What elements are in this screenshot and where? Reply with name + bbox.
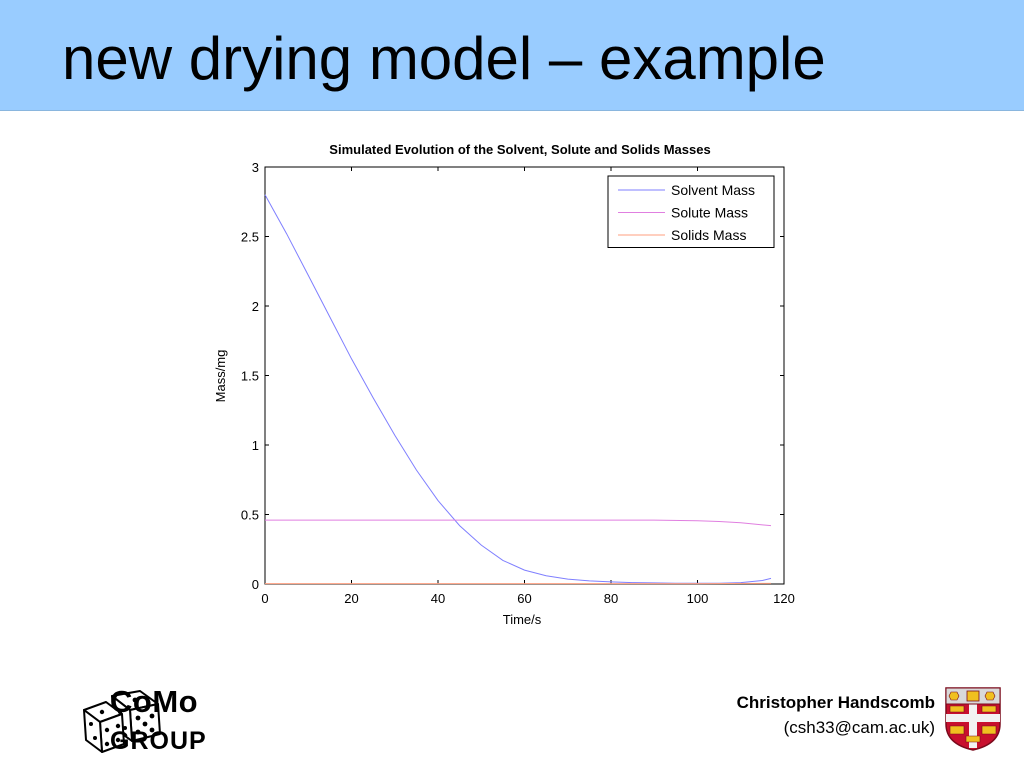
y-tick-label: 2.5: [241, 230, 259, 245]
y-tick-label: 2: [252, 299, 259, 314]
university-crest-icon: [945, 687, 1001, 751]
chart-title: Simulated Evolution of the Solvent, Solu…: [329, 142, 710, 157]
legend-label: Solids Mass: [671, 227, 746, 243]
legend-box: [607, 175, 775, 248]
legend: Solvent Mass Solute Mass Solids Mass: [607, 175, 775, 248]
y-tick-label: 1: [252, 438, 259, 453]
x-tick-label: 40: [431, 591, 445, 606]
series-lines: [264, 194, 772, 585]
ticks: 0 20 40 60 80 100 120 0 0.5 1 1.5 2 2.5 3: [241, 160, 795, 606]
slide-title: new drying model – example: [62, 25, 826, 92]
y-axis-label: Mass/mg: [213, 350, 228, 403]
y-tick-label: 0.5: [241, 508, 259, 523]
x-tick-label: 0: [261, 591, 268, 606]
logo-text-como: CoMo: [110, 684, 199, 719]
x-tick-label: 100: [687, 591, 709, 606]
author-email: (csh33@cam.ac.uk): [783, 718, 935, 737]
x-tick-label: 20: [344, 591, 358, 606]
author-name: Christopher Handscomb: [736, 693, 935, 712]
logo-text-group: GROUP: [110, 727, 207, 755]
legend-label: Solute Mass: [671, 205, 748, 221]
title-band: [0, 0, 1024, 111]
x-tick-label: 80: [604, 591, 618, 606]
x-axis-label: Time/s: [503, 612, 542, 627]
y-tick-label: 3: [252, 160, 259, 175]
x-tick-label: 120: [773, 591, 795, 606]
y-tick-label: 0: [252, 577, 259, 592]
legend-label: Solvent Mass: [671, 182, 755, 198]
series-line: [265, 519, 772, 527]
x-tick-label: 60: [517, 591, 531, 606]
y-tick-label: 1.5: [241, 369, 259, 384]
dice-logo-icon: [83, 690, 161, 753]
